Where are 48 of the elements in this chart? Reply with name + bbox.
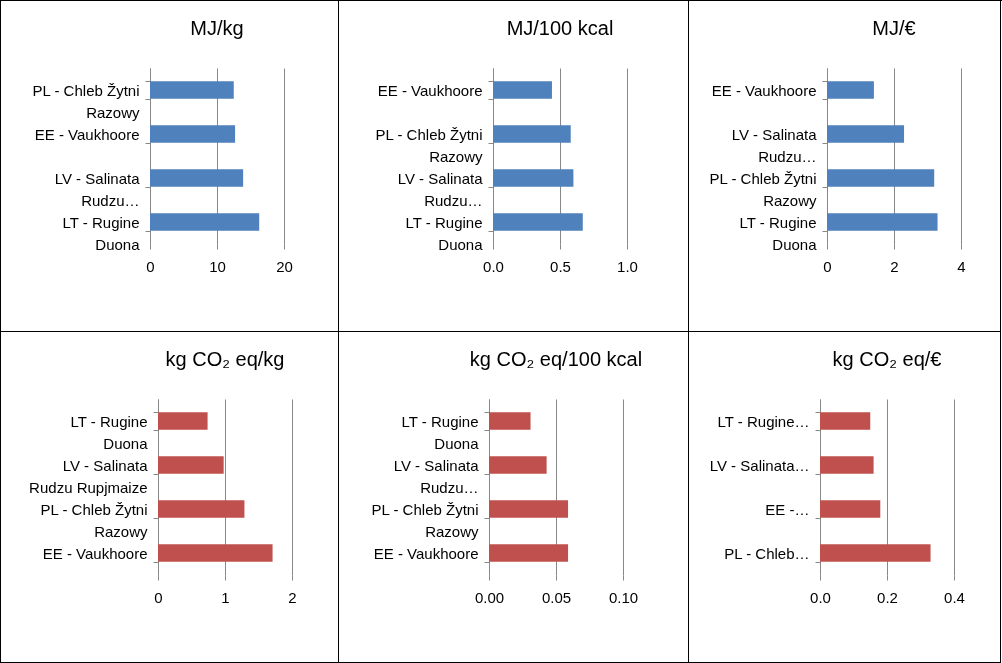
y-tick-label: EE - Vaukhoore [373, 544, 478, 562]
y-tick-label: LV - Salinata Rudzu… [393, 456, 479, 496]
y-tick-label: LT - Rugine… [717, 412, 810, 430]
chart-title: kg CO₂ eq/100 kcal [469, 348, 642, 370]
y-tick-label: EE - Vaukhoore [377, 81, 483, 99]
y-tick-label: EE - Vaukhoore [42, 544, 147, 562]
x-tick-label: 4 [957, 257, 966, 275]
y-tick-label: PL - Chleb Žytni Razowy [40, 500, 148, 540]
chart-title: kg CO₂ eq/€ [832, 348, 942, 370]
y-tick-label: PL - Chleb Žytni Razowy [375, 125, 483, 165]
y-tick-label: LV - Salinata Rudzu… [731, 125, 818, 165]
chart-title: MJ/100 kcal [506, 17, 614, 39]
chart-title: kg CO₂ eq/kg [165, 348, 284, 370]
y-tick-label: PL - Chleb… [724, 544, 810, 562]
x-tick-label: 0 [146, 257, 155, 275]
y-tick-label: LV - Salinata… [709, 456, 810, 474]
x-tick-label: 0.00 [474, 588, 504, 606]
x-tick-label: 0 [153, 588, 163, 606]
y-tick-label: LT - Rugine Duona [70, 412, 148, 452]
x-tick-label: 1 [220, 588, 230, 606]
y-tick-label: PL - Chleb Žytni Razowy [32, 81, 140, 121]
y-tick-label: EE -… [765, 500, 810, 518]
x-tick-label: 0.10 [608, 588, 638, 606]
x-tick-label: 0.5 [550, 257, 571, 275]
x-tick-label: 0.0 [810, 588, 831, 606]
x-tick-label: 1.0 [617, 257, 638, 275]
x-tick-label: 2 [890, 257, 899, 275]
y-tick-label: LV - Salinata Rudzu Rupjmaize [28, 456, 148, 496]
y-tick-label: LT - Rugine Duona [62, 213, 141, 253]
chart-title: MJ/kg [190, 17, 244, 39]
x-tick-label: 20 [276, 257, 293, 275]
y-tick-label: PL - Chleb Žytni Razowy [709, 169, 817, 209]
x-tick-label: 0 [823, 257, 832, 275]
x-tick-label: 0.0 [483, 257, 504, 275]
y-tick-label: EE - Vaukhoore [711, 81, 817, 99]
y-tick-label: PL - Chleb Žytni Razowy [371, 500, 479, 540]
y-tick-label: EE - Vaukhoore [34, 125, 140, 143]
x-tick-label: 2 [287, 588, 297, 606]
x-tick-label: 0.4 [944, 588, 965, 606]
y-tick-label: LV - Salinata Rudzu… [54, 169, 141, 209]
y-tick-label: LT - Rugine Duona [739, 213, 818, 253]
chart-title: MJ/€ [872, 17, 916, 39]
y-tick-label: LT - Rugine Duona [401, 412, 479, 452]
x-tick-label: 0.2 [877, 588, 898, 606]
y-tick-label: LT - Rugine Duona [405, 213, 484, 253]
x-tick-label: 0.05 [541, 588, 571, 606]
x-tick-label: 10 [209, 257, 226, 275]
y-tick-label: LV - Salinata Rudzu… [397, 169, 484, 209]
